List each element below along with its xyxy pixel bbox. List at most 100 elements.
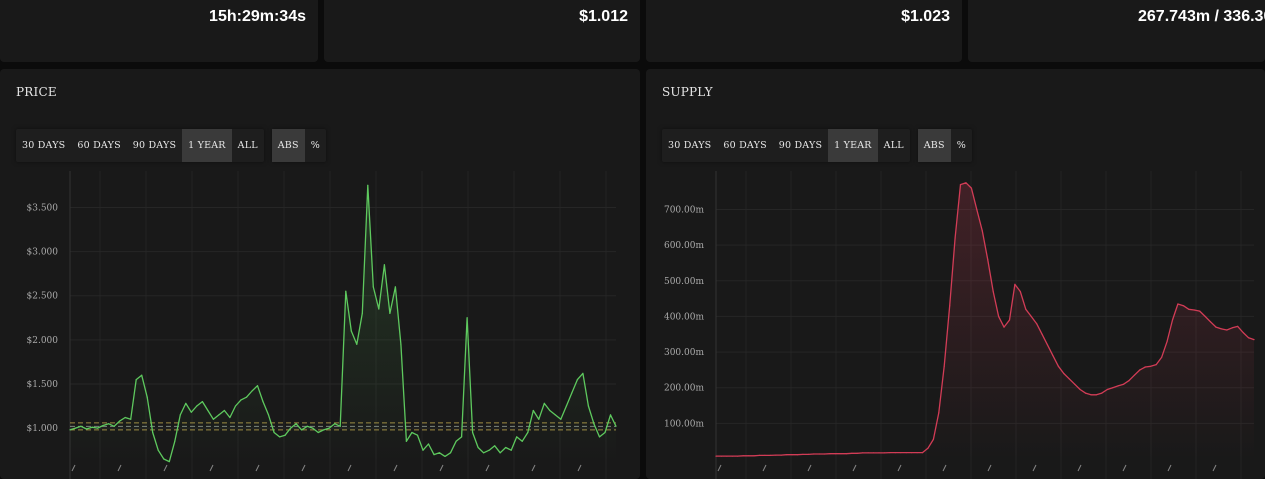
supply-point	[1019, 290, 1021, 293]
stat-card-time: 15h:29m:34s	[0, 0, 318, 62]
supply-point	[1003, 326, 1005, 328]
supply-area	[716, 182, 1254, 460]
price-point	[163, 458, 165, 460]
supply-point	[845, 453, 847, 455]
y-tick-label: 200.00m	[664, 384, 704, 394]
supply-point	[1046, 344, 1049, 346]
supply-point	[829, 453, 831, 455]
supply-point	[894, 452, 896, 454]
price-point	[312, 427, 314, 429]
price-point	[141, 374, 143, 376]
supply-point	[867, 452, 869, 454]
price-point	[80, 425, 82, 427]
price-point	[317, 431, 319, 434]
x-tick-mark	[255, 464, 260, 472]
price-point	[367, 184, 369, 186]
supply-range-30-days-button[interactable]: 30 DAYS	[668, 140, 712, 151]
supply-point	[758, 454, 761, 456]
supply-point	[1014, 283, 1016, 285]
supply-mode-percent-button[interactable]: %	[956, 140, 966, 151]
price-mode-abs-button[interactable]: ABS	[271, 129, 305, 162]
price-point	[356, 343, 358, 345]
price-point	[284, 434, 286, 436]
supply-line	[716, 182, 1255, 457]
price-point	[372, 286, 374, 288]
supply-range-90-days-button[interactable]: 90 DAYS	[778, 140, 823, 151]
price-point	[152, 431, 154, 434]
supply-point	[1209, 321, 1212, 323]
price-area	[70, 185, 616, 462]
x-axis	[717, 464, 1217, 472]
price-point	[245, 396, 248, 398]
supply-range-all-button[interactable]: ALL	[883, 140, 904, 151]
y-tick-label: $2.000	[27, 336, 59, 346]
supply-point	[1117, 385, 1119, 387]
y-tick-label: $3.000	[27, 248, 59, 258]
price-point	[328, 427, 330, 429]
price-point	[267, 414, 270, 416]
supply-range-60-days-button[interactable]: 60 DAYS	[723, 140, 767, 151]
price-point	[444, 455, 446, 457]
price-point	[168, 461, 170, 463]
price-point	[69, 429, 71, 431]
supply-point	[748, 455, 750, 457]
price-mode-percent-button[interactable]: %	[310, 140, 320, 151]
supply-point	[1025, 308, 1027, 310]
price-point	[394, 286, 396, 288]
price-point	[339, 425, 341, 427]
price-point	[240, 399, 242, 401]
price-range-1-year-button[interactable]: 1 YEAR	[182, 129, 232, 162]
supply-point	[1041, 333, 1043, 335]
supply-range-1-year-button[interactable]: 1 YEAR	[828, 129, 878, 162]
supply-mode-group: ABS %	[917, 129, 972, 162]
supply-point	[780, 454, 782, 456]
supply-point	[1068, 378, 1070, 380]
supply-point	[998, 315, 1000, 317]
price-point	[582, 372, 584, 374]
x-tick-mark	[717, 464, 722, 472]
x-tick-mark	[301, 464, 306, 472]
supply-point	[1215, 326, 1217, 328]
price-points	[69, 184, 617, 463]
price-range-90-days-button[interactable]: 90 DAYS	[132, 140, 177, 151]
price-point	[345, 290, 347, 292]
y-tick-label: 400.00m	[664, 312, 704, 322]
supply-panel: SUPPLY 30 DAYS 60 DAYS 90 DAYS 1 YEAR AL…	[646, 69, 1265, 479]
supply-point	[796, 454, 799, 456]
price-point	[527, 431, 529, 434]
supply-point	[737, 455, 739, 457]
supply-point	[1204, 315, 1206, 317]
supply-point	[1128, 380, 1130, 382]
x-tick-mark	[393, 464, 398, 472]
price-range-30-days-button[interactable]: 30 DAYS	[22, 140, 66, 151]
price-point	[290, 427, 292, 429]
price-point	[383, 264, 385, 266]
x-tick-mark	[1122, 464, 1127, 472]
stat-card-supply: 267.743m / 336.30m	[968, 0, 1265, 62]
x-tick-mark	[807, 464, 812, 472]
x-tick-mark	[347, 464, 352, 472]
supply-point	[1090, 394, 1092, 396]
price-range-60-days-button[interactable]: 60 DAYS	[77, 140, 121, 151]
supply-point	[976, 208, 978, 211]
x-tick-mark	[531, 464, 536, 472]
price-point	[433, 454, 435, 456]
price-point	[130, 418, 132, 420]
supply-point	[840, 453, 842, 455]
supply-point	[921, 452, 924, 454]
price-point	[295, 423, 297, 425]
price-point	[306, 425, 308, 427]
price-point	[323, 429, 325, 431]
x-tick-mark	[987, 464, 992, 472]
price-point	[521, 440, 523, 442]
price-range-all-button[interactable]: ALL	[237, 140, 258, 151]
price-point	[190, 411, 192, 413]
supply-point	[824, 453, 826, 455]
price-point	[609, 414, 612, 416]
price-point	[334, 423, 336, 425]
supply-point	[992, 290, 994, 293]
price-point	[174, 440, 176, 442]
supply-mode-abs-button[interactable]: ABS	[917, 129, 951, 162]
price-point	[571, 392, 573, 394]
price-point	[461, 436, 463, 438]
